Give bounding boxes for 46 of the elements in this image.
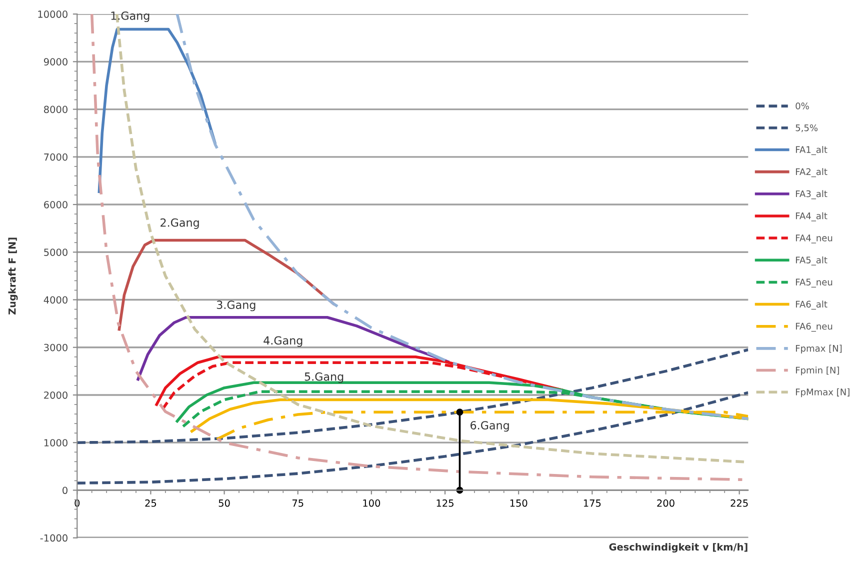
line-series: [77, 391, 748, 484]
annotation: 2.Gang: [160, 218, 199, 229]
x-tick-label: 50: [218, 499, 230, 507]
x-tick-label: 75: [292, 500, 304, 507]
x-tick-label: 150: [510, 499, 528, 507]
legend-label: Fpmax [N]: [796, 344, 842, 354]
x-tick-label: 175: [584, 500, 601, 507]
y-tick-label: 8000: [44, 106, 68, 114]
legend-label: FA2_alt: [796, 168, 828, 178]
y-tick-label: 4000: [44, 296, 68, 304]
line-series: [77, 348, 748, 444]
y-tick-label: -1000: [40, 534, 68, 542]
annotation: 5.Gang: [304, 372, 344, 383]
x-tick-label: 200: [657, 499, 674, 507]
y-tick-label: 10000: [38, 10, 68, 18]
y-axis-title: Zugkraft F [N]: [8, 238, 18, 315]
line-series: [136, 316, 450, 381]
annotation: 1.Gang: [111, 11, 150, 22]
y-tick-label: 7000: [44, 153, 68, 161]
annotation: 3.Gang: [216, 300, 256, 312]
legend-label: FA5_neu: [796, 278, 832, 288]
y-tick-label: 5000: [44, 248, 68, 256]
legend-label: FA4_neu: [796, 234, 832, 244]
legend-label: FA5_alt: [796, 256, 828, 266]
y-tick-label: 1000: [44, 439, 68, 446]
y-tick-label: 3000: [44, 344, 68, 352]
x-tick-label: 100: [363, 499, 380, 507]
x-axis-title: Geschwindigkeit v [km/h]: [609, 543, 748, 553]
legend-label: 0%: [796, 102, 809, 110]
legend-label: FA3_alt: [796, 190, 828, 200]
y-tick-label: 2000: [44, 391, 68, 399]
legend-label: Fpmin [N]: [796, 366, 839, 376]
legend-label: FpMmax [N]: [796, 388, 850, 398]
x-tick-label: 225: [730, 499, 748, 507]
annotation: 6.Gang: [470, 421, 509, 432]
legend-label: FA4_alt: [796, 212, 828, 222]
x-tick-label: 125: [436, 499, 454, 507]
legend-label: 5,5%: [796, 124, 818, 132]
annotation: 4.Gang: [264, 336, 302, 347]
legend-label: FA6_neu: [796, 322, 832, 332]
legend-label: FA1_alt: [796, 146, 828, 156]
x-tick-label: 25: [145, 499, 156, 507]
y-tick-label: 6000: [44, 200, 68, 208]
legend-label: FA6_alt: [796, 300, 828, 310]
y-tick-label: 0: [62, 486, 68, 494]
y-tick-label: 9000: [44, 58, 68, 66]
